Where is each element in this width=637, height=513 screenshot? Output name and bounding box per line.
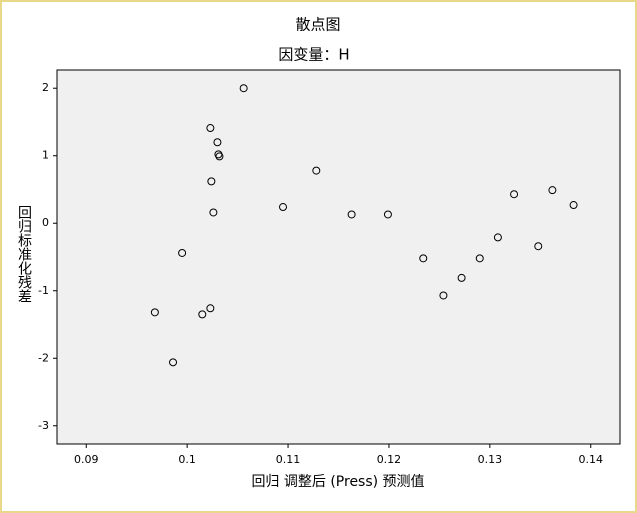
point (475, 254, 484, 263)
y-tick-label: 0 (42, 216, 49, 229)
x-axis-label: 回归 调整后 (Press) 预测值 (251, 473, 424, 490)
point (548, 186, 557, 195)
point (347, 210, 356, 219)
point (239, 84, 248, 93)
chart-title: 散点图 (295, 16, 340, 34)
point (198, 310, 207, 319)
y-tick-label: 2 (42, 81, 49, 94)
point (215, 152, 224, 161)
y-tick-label: -1 (38, 284, 49, 297)
point (279, 203, 288, 212)
point (213, 138, 222, 147)
point (150, 308, 159, 317)
x-tick-label: 0.09 (74, 453, 99, 466)
y-axis-label: 回归标准化残差 (16, 205, 32, 303)
point (439, 291, 448, 300)
point (312, 166, 321, 175)
point (569, 201, 578, 210)
point (419, 254, 428, 263)
point (493, 233, 502, 242)
x-tick-label: 0.14 (578, 453, 603, 466)
y-tick-label: 1 (42, 149, 49, 162)
point (206, 304, 215, 313)
point (534, 242, 543, 251)
x-tick-label: 0.1 (178, 453, 196, 466)
point (383, 210, 392, 219)
x-tick-label: 0.12 (377, 453, 402, 466)
x-tick-label: 0.13 (478, 453, 503, 466)
point (206, 124, 215, 133)
point (207, 177, 216, 186)
x-tick-label: 0.11 (276, 453, 301, 466)
chart-subtitle: 因变量：H (278, 46, 349, 64)
point (178, 248, 187, 257)
point (457, 273, 466, 282)
point (209, 208, 218, 217)
point (169, 358, 178, 367)
y-tick-label: -3 (38, 419, 49, 432)
plot-area (56, 69, 621, 445)
point (510, 190, 519, 199)
y-tick-label: -2 (38, 351, 49, 364)
